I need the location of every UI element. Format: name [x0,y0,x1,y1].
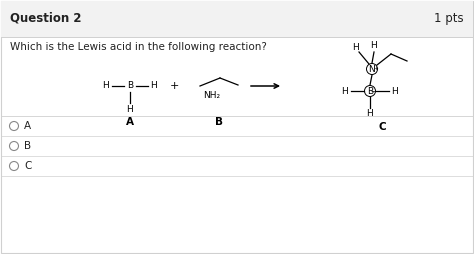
Text: H: H [371,41,377,51]
Text: H: H [366,109,374,119]
Text: B: B [127,82,133,90]
Text: C: C [24,161,31,171]
Bar [1,1,473,37]
Text: N: N [369,65,375,73]
Text: B: B [24,141,31,151]
Text: B: B [215,117,223,127]
Text: H: H [342,87,348,96]
Text: NH₂: NH₂ [203,91,220,100]
Text: H: H [103,82,109,90]
Text: +: + [373,67,378,71]
Text: A: A [126,117,134,127]
Text: Which is the Lewis acid in the following reaction?: Which is the Lewis acid in the following… [10,42,267,52]
Text: 1 pts: 1 pts [434,12,464,25]
Text: H: H [151,82,157,90]
Text: +: + [169,81,179,91]
Text: B: B [367,87,373,96]
Text: H: H [127,104,133,114]
Text: A: A [24,121,31,131]
Text: H: H [392,87,398,96]
Text: H: H [353,42,359,52]
Text: Question 2: Question 2 [10,12,82,25]
Text: C: C [378,122,386,132]
Text: −: − [371,88,376,93]
